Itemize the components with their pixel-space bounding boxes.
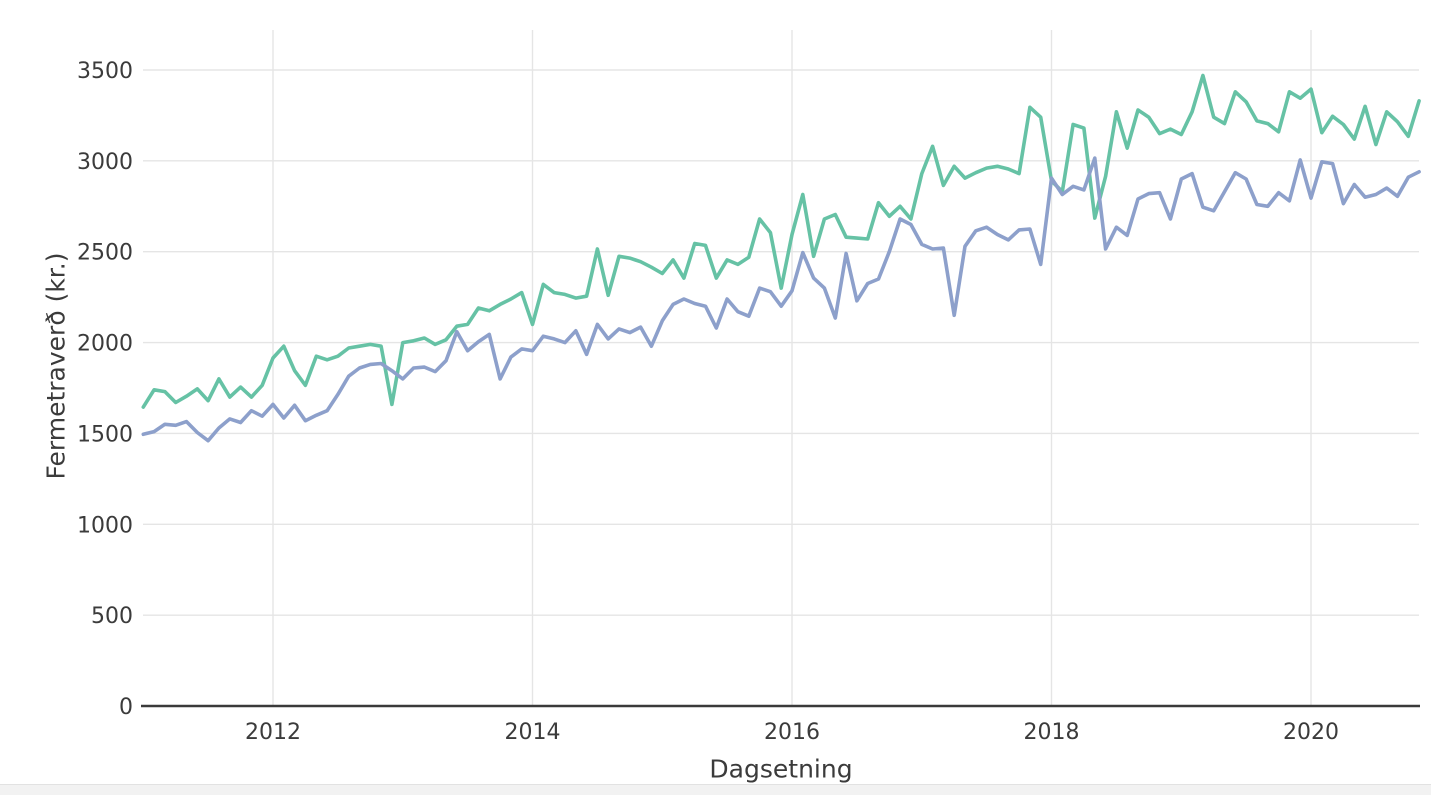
y-tick-label: 3500	[77, 59, 133, 84]
y-tick-label: 1000	[77, 513, 133, 538]
line-series_purple	[141, 156, 1421, 443]
line-series_green	[141, 73, 1421, 409]
x-tick-label: 2018	[1024, 720, 1080, 745]
y-axis-title: Fermetraverð (kr.)	[41, 252, 71, 480]
y-tick-label: 3000	[77, 150, 133, 175]
x-tick-label: 2012	[245, 720, 301, 745]
y-tick-label: 2500	[77, 241, 133, 266]
x-tick-label: 2016	[764, 720, 820, 745]
bottom-edge-strip	[0, 784, 1431, 795]
x-axis-title: Dagsetning	[709, 754, 853, 784]
y-tick-label: 1500	[77, 422, 133, 447]
x-tick-label: 2014	[505, 720, 561, 745]
y-tick-label: 2000	[77, 332, 133, 357]
y-tick-label: 0	[119, 695, 133, 720]
y-tick-label: 500	[91, 604, 133, 629]
x-tick-label: 2020	[1283, 720, 1339, 745]
